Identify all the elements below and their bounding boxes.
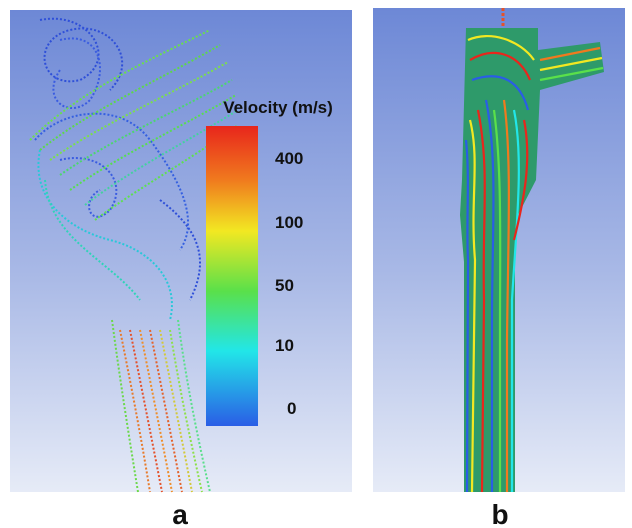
panel-b: [373, 8, 625, 493]
streamlines: [464, 35, 604, 493]
colorbar-label: 50: [275, 276, 294, 295]
colorbar-label: 100: [275, 213, 303, 232]
colorbar-label: 400: [275, 149, 303, 168]
panel-label: b: [491, 499, 508, 528]
colorbar: [206, 126, 258, 426]
colorbar-label: 0: [287, 399, 296, 418]
body: [460, 28, 604, 492]
streamlines: [29, 17, 239, 493]
colorbar-title: Velocity (m/s): [223, 98, 333, 117]
panel-background: [10, 10, 352, 492]
panel-label: a: [172, 499, 188, 528]
panel-a: Velocity (m/s) 400 100 50 10 0: [10, 10, 352, 493]
colorbar-label: 10: [275, 336, 294, 355]
